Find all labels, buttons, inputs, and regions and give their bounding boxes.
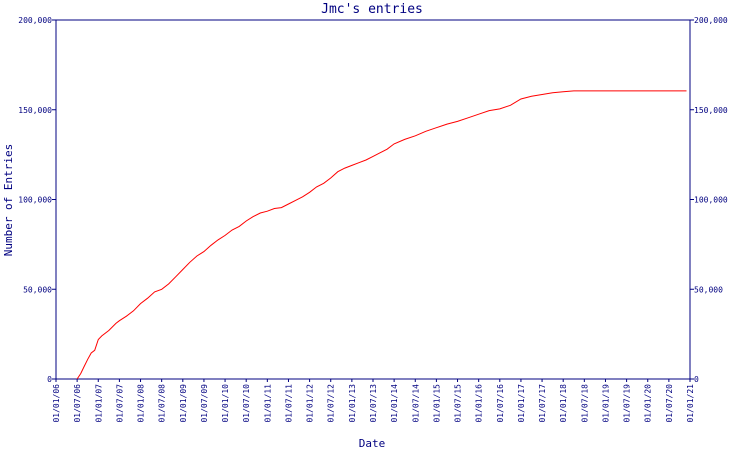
x-tick-label: 01/01/10 bbox=[221, 384, 230, 423]
x-tick-label: 01/07/14 bbox=[411, 384, 420, 423]
y-tick-label-left: 0 bbox=[47, 375, 52, 384]
x-tick-label: 01/07/08 bbox=[158, 384, 167, 423]
y-tick-label-right: 150,000 bbox=[694, 106, 728, 115]
x-tick-label: 01/01/17 bbox=[517, 384, 526, 423]
x-tick-label: 01/07/17 bbox=[538, 384, 547, 423]
x-axis-label: Date bbox=[359, 437, 386, 450]
x-tick-label: 01/07/11 bbox=[284, 384, 293, 423]
x-tick-label: 01/01/21 bbox=[686, 384, 695, 423]
x-tick-label: 01/01/12 bbox=[306, 384, 315, 423]
x-tick-label: 01/01/14 bbox=[390, 384, 399, 423]
x-tick-label: 01/01/20 bbox=[644, 384, 653, 423]
x-tick-label: 01/01/11 bbox=[263, 384, 272, 423]
y-tick-label-right: 200,000 bbox=[694, 16, 728, 25]
x-tick-label: 01/01/19 bbox=[601, 384, 610, 423]
y-tick-label-right: 50,000 bbox=[694, 285, 723, 294]
x-tick-label: 01/01/18 bbox=[559, 384, 568, 423]
x-tick-label: 01/07/15 bbox=[454, 384, 463, 423]
y-tick-label-right: 100,000 bbox=[694, 196, 728, 205]
y-tick-label-left: 150,000 bbox=[18, 106, 52, 115]
series-layer bbox=[76, 90, 687, 380]
x-tick-label: 01/07/13 bbox=[369, 384, 378, 423]
x-tick-label: 01/01/16 bbox=[475, 384, 484, 423]
x-tick-label: 01/01/15 bbox=[432, 384, 441, 423]
x-tick-label: 01/07/10 bbox=[242, 384, 251, 423]
y-tick-label-left: 100,000 bbox=[18, 196, 52, 205]
x-tick-label: 01/01/08 bbox=[137, 384, 146, 423]
x-tick-label: 01/07/19 bbox=[623, 384, 632, 423]
plot-frame bbox=[55, 19, 691, 380]
y-tick-label-left: 200,000 bbox=[18, 16, 52, 25]
y-tick-label-right: 0 bbox=[694, 375, 699, 384]
y-axis-label: Number of Entries bbox=[2, 144, 15, 257]
x-tick-label: 01/01/07 bbox=[94, 384, 103, 423]
x-axis-ticks: 01/01/06 01/07/06 01/01/07 01/07/07 01/01/08… bbox=[52, 379, 695, 423]
x-tick-label: 01/07/12 bbox=[327, 384, 336, 423]
y-axis-ticks: 0 0 50,000 50,000 100,000 100,000 150,000 150,0… bbox=[18, 16, 728, 384]
chart-title: Jmc's entries bbox=[321, 2, 423, 17]
x-tick-label: 01/07/20 bbox=[665, 384, 674, 423]
x-tick-label: 01/07/06 bbox=[73, 384, 82, 423]
x-tick-label: 01/07/18 bbox=[580, 384, 589, 423]
x-tick-label: 01/01/09 bbox=[179, 384, 188, 423]
x-tick-label: 01/07/16 bbox=[496, 384, 505, 423]
series-line-0 bbox=[76, 90, 687, 380]
x-tick-label: 01/01/13 bbox=[348, 384, 357, 423]
x-tick-label: 01/07/09 bbox=[200, 384, 209, 423]
y-tick-label-left: 50,000 bbox=[23, 285, 52, 294]
x-tick-label: 01/01/06 bbox=[52, 384, 61, 423]
x-tick-label: 01/07/07 bbox=[115, 384, 124, 423]
